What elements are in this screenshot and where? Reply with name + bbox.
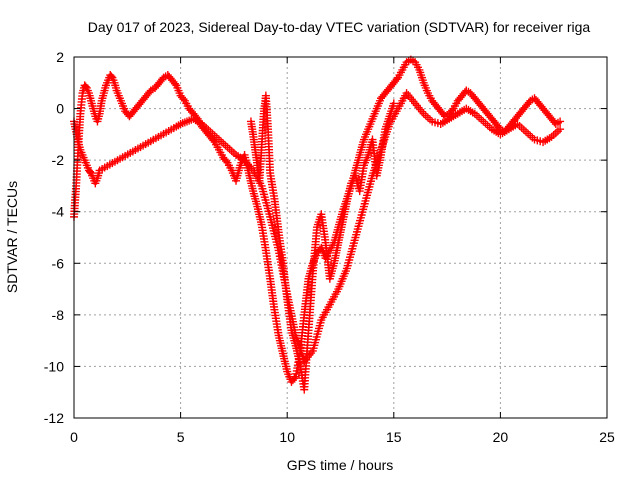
y-tick-labels: -12 -10 -8 -6 -4 -2 0 2	[44, 49, 64, 426]
x-tick-labels: 0 5 10 15 20 25	[70, 429, 615, 445]
y-tick-label: -10	[44, 358, 64, 374]
data-point-marker	[392, 75, 401, 84]
x-axis-label: GPS time / hours	[287, 457, 394, 473]
series-tertiary	[246, 91, 398, 394]
data-point-marker	[389, 99, 398, 108]
data-point-marker	[222, 157, 231, 166]
data-series	[70, 55, 565, 394]
axis-ticks	[73, 56, 608, 419]
chart-title: Day 017 of 2023, Sidereal Day-to-day VTE…	[88, 19, 591, 35]
data-point-marker	[448, 106, 457, 115]
y-tick-label: 0	[56, 101, 64, 117]
y-tick-label: 2	[56, 49, 64, 65]
x-tick-label: 0	[70, 429, 78, 445]
data-point-marker	[290, 374, 299, 383]
data-point-marker	[179, 95, 188, 104]
data-point-marker	[556, 125, 565, 134]
y-tick-label: -8	[52, 307, 65, 323]
y-tick-label: -2	[52, 152, 65, 168]
y-tick-label: -4	[52, 204, 65, 220]
x-tick-label: 5	[177, 429, 185, 445]
y-tick-label: -6	[52, 255, 65, 271]
x-tick-label: 25	[599, 429, 615, 445]
series-main	[70, 55, 565, 386]
data-point-marker	[556, 117, 565, 126]
y-tick-label: -12	[44, 410, 64, 426]
x-tick-label: 10	[279, 429, 295, 445]
x-tick-label: 20	[493, 429, 509, 445]
x-tick-label: 15	[386, 429, 402, 445]
plot-frame	[73, 56, 608, 419]
data-point-marker	[170, 79, 179, 88]
y-axis-label: SDTVAR / TECUs	[4, 181, 20, 293]
